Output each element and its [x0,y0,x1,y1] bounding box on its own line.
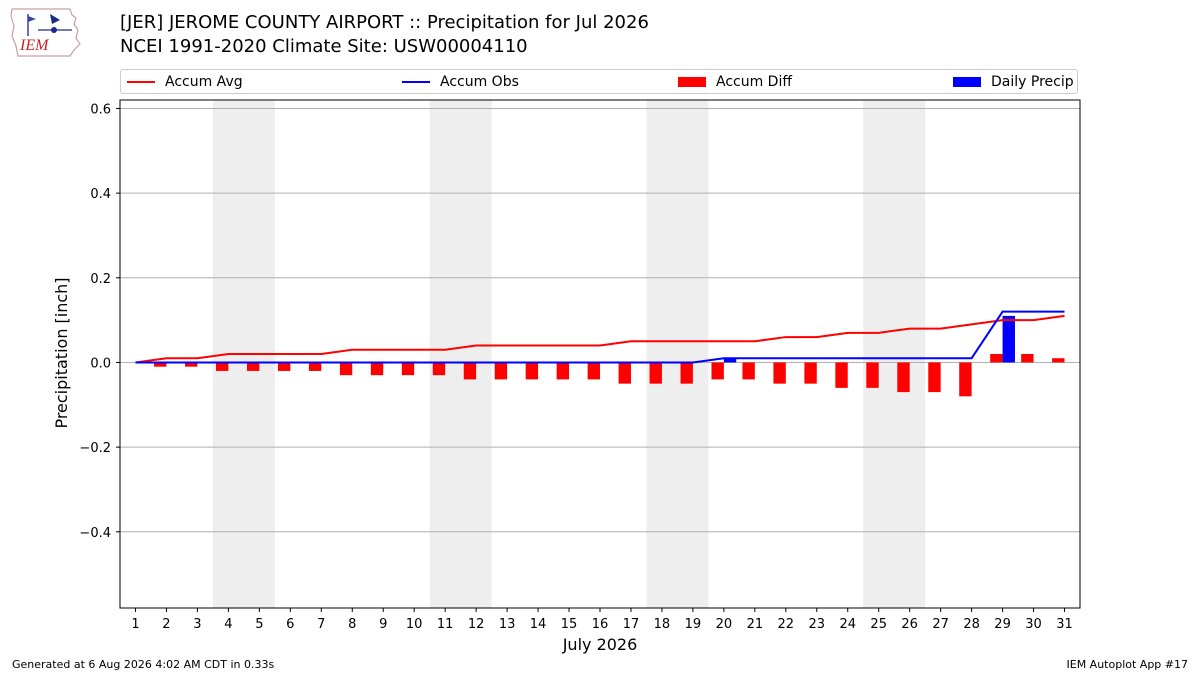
x-tick-label: 12 [468,617,485,632]
legend-label-accum-diff: Accum Diff [716,74,793,90]
x-tick-label: 19 [685,617,702,632]
x-tick-label: 3 [193,617,201,632]
diff-bar-12 [463,362,477,380]
weekend-shade-3 [646,100,709,608]
daily-precip-bar-20 [723,358,737,363]
x-tick-label: 24 [839,617,856,632]
x-tick-label: 13 [499,617,516,632]
diff-bar-3 [185,362,198,367]
y-tick-label: −0.2 [79,441,111,456]
diff-bar-22 [773,362,786,384]
diff-bar-8 [339,362,353,376]
diff-bar-17 [618,362,631,384]
x-tick-label: 21 [747,617,764,632]
x-tick-label: 15 [561,617,578,632]
diff-bar-23 [804,362,817,384]
diff-bar-24 [835,362,848,388]
weekend-shade-4 [863,100,926,608]
diff-bar-27 [928,362,941,393]
x-tick-label: 17 [623,617,640,632]
y-tick-label: 0.4 [90,187,111,202]
svg-text:IEM: IEM [19,37,50,54]
x-tick-label: 14 [530,617,547,632]
legend-swatch-accum-diff [678,77,706,87]
y-axis-label: Precipitation [inch] [52,277,71,428]
legend-label-accum-obs: Accum Obs [440,74,519,90]
daily-precip-bar-29 [1002,315,1015,363]
diff-bar-18 [649,362,662,384]
diff-bar-6 [277,362,291,371]
diff-bar-29 [990,354,1003,363]
x-tick-label: 22 [778,617,795,632]
diff-bar-13 [494,362,508,380]
generated-timestamp: Generated at 6 Aug 2026 4:02 AM CDT in 0… [12,658,275,671]
x-tick-label: 29 [994,617,1011,632]
diff-bar-30 [1021,354,1034,363]
legend-swatch-accum-obs [402,81,430,83]
x-tick-label: 1 [131,617,139,632]
x-tick-label: 6 [286,617,294,632]
diff-bar-25 [866,362,879,388]
x-axis-label: July 2026 [562,635,638,654]
x-tick-label: 27 [932,617,949,632]
diff-bar-19 [680,362,693,384]
legend-swatch-daily-precip [953,77,981,87]
legend-label-accum-avg: Accum Avg [165,74,243,90]
chart-legend: Accum Avg Accum Obs Accum Diff Daily Pre… [120,69,1078,94]
x-tick-label: 7 [317,617,325,632]
diff-bar-28 [959,362,972,397]
y-tick-label: 0.2 [90,272,111,287]
diff-bar-9 [370,362,384,376]
x-tick-label: 10 [406,617,423,632]
y-tick-label: 0.6 [90,102,111,117]
weekend-shade-2 [429,100,492,608]
x-tick-label: 18 [654,617,671,632]
legend-label-daily-precip: Daily Precip [991,74,1074,90]
diff-bar-10 [401,362,415,376]
diff-bar-20 [711,362,724,380]
diff-bar-7 [308,362,322,371]
legend-swatch-accum-avg [127,81,155,83]
x-tick-label: 8 [348,617,356,632]
accum-obs-line [135,310,1065,364]
x-tick-label: 26 [901,617,918,632]
x-tick-label: 11 [437,617,454,632]
x-tick-label: 2 [162,617,170,632]
x-tick-label: 31 [1056,617,1073,632]
x-tick-label: 20 [716,617,733,632]
x-tick-label: 16 [592,617,609,632]
diff-bar-11 [432,362,446,376]
diff-bar-14 [525,362,539,380]
diff-bar-5 [246,362,260,371]
app-credit: IEM Autoplot App #17 [1066,658,1189,671]
diff-bar-21 [742,362,755,380]
x-tick-label: 9 [379,617,387,632]
chart-title: [JER] JEROME COUNTY AIRPORT :: Precipita… [120,12,649,33]
x-tick-label: 25 [870,617,887,632]
chart-subtitle: NCEI 1991-2020 Climate Site: USW00004110 [120,36,528,57]
diff-bar-16 [587,362,600,380]
x-tick-label: 5 [255,617,263,632]
diff-bar-15 [556,362,570,380]
x-tick-label: 23 [809,617,826,632]
diff-bar-26 [897,362,910,393]
y-tick-label: −0.4 [79,526,111,541]
x-tick-label: 4 [224,617,232,632]
diff-bar-31 [1052,358,1065,363]
x-tick-label: 30 [1025,617,1042,632]
iem-logo: IEM [10,8,81,57]
accum-avg-line [135,314,1065,364]
y-tick-label: 0.0 [90,356,111,371]
diff-bar-2 [154,362,167,367]
diff-bar-4 [216,362,229,371]
x-tick-label: 28 [963,617,980,632]
